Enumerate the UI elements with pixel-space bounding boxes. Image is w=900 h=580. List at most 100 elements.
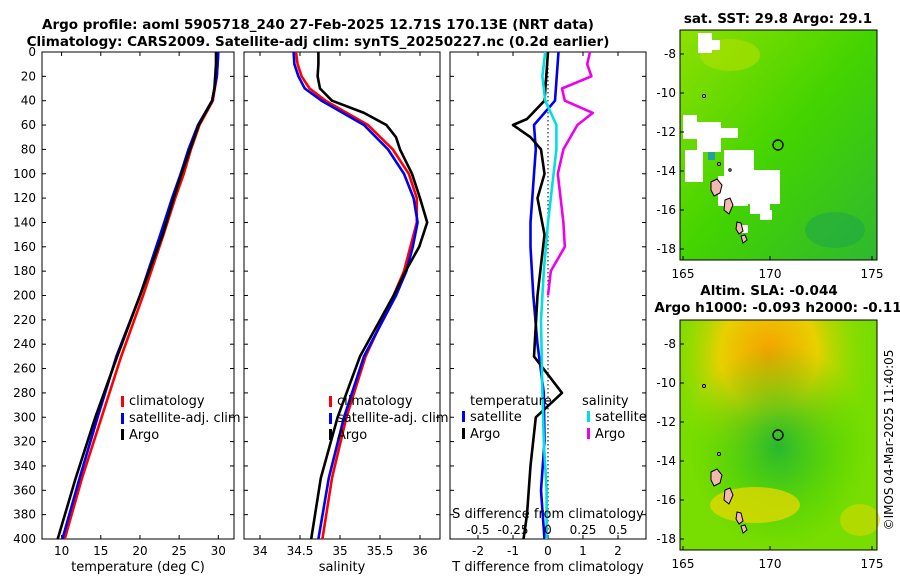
legend-temperature-header: temperature — [470, 394, 552, 409]
legend-swatch-s-satellite — [587, 411, 590, 422]
map-lat-label: -18 — [656, 242, 676, 256]
legend-salinity-header: salinity — [582, 394, 629, 409]
argo-location-marker-sla — [772, 429, 784, 441]
x-tick-label: 0 — [544, 544, 552, 558]
sst-map: 165 170 175 -8 -10 -12 -14 -16 -18 — [656, 29, 884, 281]
map-lat-label: -12 — [656, 125, 676, 139]
y-tick-label: 60 — [21, 118, 36, 132]
map-lon-label: 175 — [861, 267, 884, 281]
s-tick-label: 0.25 — [570, 523, 597, 537]
y-tick-label: 360 — [13, 483, 36, 497]
x-tick-label: 25 — [172, 544, 187, 558]
s-tick-label: 0 — [544, 523, 552, 537]
map-lon-label: 170 — [759, 267, 782, 281]
y-tick-label: 400 — [13, 532, 36, 546]
x-tick-label: 10 — [54, 544, 69, 558]
y-tick-label: 40 — [21, 94, 36, 108]
sst-map-frame — [679, 29, 878, 261]
sla-yellow-band — [710, 487, 800, 523]
legend-satellite-adj: satellite-adj. clim — [129, 411, 241, 426]
y-tick-label: 80 — [21, 142, 36, 156]
y-tick-label: 300 — [13, 410, 36, 424]
y-tick-label: 260 — [13, 362, 36, 376]
legend-swatch-climatology-sal — [329, 396, 332, 407]
x-tick-label: 36 — [412, 544, 427, 558]
y-tick-label: 160 — [13, 240, 36, 254]
sst-cyan-patch — [708, 152, 715, 160]
sst-islands — [702, 94, 748, 244]
sal-satellite-line — [292, 51, 419, 540]
temperature-xlabel: temperature (deg C) — [71, 560, 205, 575]
map-lat-label: -12 — [656, 415, 676, 429]
legend-t-satellite: satellite — [470, 410, 522, 425]
y-tick-label: 100 — [13, 167, 36, 181]
x-tick-label: 1 — [579, 544, 587, 558]
temp-argo-line — [56, 52, 218, 540]
y-tick-label: 140 — [13, 215, 36, 229]
legend-swatch-satellite-sal — [329, 413, 332, 424]
salinity-xlabel: salinity — [319, 560, 366, 575]
salinity-legend: climatology satellite-adj. clim Argo — [329, 394, 449, 443]
map-lon-label: 165 — [672, 557, 695, 571]
map-lat-label: -18 — [656, 532, 676, 546]
temperature-axes — [41, 51, 235, 540]
x-tick-label: 34.5 — [287, 544, 314, 558]
map-lat-label: -14 — [656, 454, 676, 468]
y-tick-label: 340 — [13, 459, 36, 473]
title-line-1: Argo profile: aoml 5905718_240 27-Feb-20… — [42, 17, 594, 33]
legend-swatch-t-argo — [462, 428, 465, 439]
sal-argo-line — [309, 52, 429, 540]
temperature-panel: 0 20 40 60 80 100 120 140 160 180 200 220 240 260 280 3… — [13, 45, 241, 575]
sla-map: 165 170 175 -8 -10 -12 -14 -16 -18 — [656, 319, 884, 571]
map-lat-label: -8 — [664, 337, 676, 351]
sst-map-title: sat. SST: 29.8 Argo: 29.1 — [684, 11, 872, 27]
legend-swatch-s-argo — [587, 428, 590, 439]
y-tick-label: 240 — [13, 337, 36, 351]
legend-argo: Argo — [129, 428, 159, 443]
x-tick-label: 35.5 — [367, 544, 394, 558]
legend-t-argo: Argo — [470, 427, 500, 442]
x-tick-label: 2 — [614, 544, 622, 558]
legend-s-argo: Argo — [595, 427, 625, 442]
s-diff-argo-line — [546, 51, 595, 296]
difference-legend: temperature satellite Argo salinity sate… — [462, 394, 647, 442]
legend-swatch-satellite — [121, 413, 124, 424]
sla-map-title-1: Altim. SLA: -0.044 — [700, 283, 837, 299]
credit-text: ©IMOS 04-Mar-2025 11:40:05 — [882, 350, 896, 531]
map-lon-label: 175 — [861, 557, 884, 571]
salinity-axes — [243, 51, 441, 540]
x-tick-label: 30 — [211, 544, 226, 558]
argo-location-marker — [772, 139, 784, 151]
legend-swatch-argo — [121, 429, 124, 440]
x-tick-label: -1 — [507, 544, 519, 558]
x-tick-label: -2 — [472, 544, 484, 558]
map-lat-label: -10 — [656, 86, 676, 100]
x-tick-label: 35 — [332, 544, 347, 558]
x-tick-label: 15 — [93, 544, 108, 558]
y-tick-label: 220 — [13, 313, 36, 327]
map-lat-label: -8 — [664, 47, 676, 61]
sal-climatology-line — [294, 51, 419, 540]
s-diff-xlabel: S difference from climatology — [452, 507, 644, 522]
legend-swatch-t-satellite — [462, 411, 465, 422]
sla-yellow-patch — [840, 504, 880, 536]
s-tick-label: -0.5 — [466, 523, 489, 537]
sla-islands — [702, 384, 748, 534]
legend-satellite-adj-sal: satellite-adj. clim — [337, 411, 449, 426]
title-line-2: Climatology: CARS2009. Satellite-adj cli… — [27, 34, 610, 50]
s-diff-satellite-line — [539, 51, 558, 539]
y-tick-label: 180 — [13, 264, 36, 278]
legend-climatology-sal: climatology — [337, 394, 413, 409]
y-tick-label: 20 — [21, 69, 36, 83]
salinity-panel: 34 34.5 35 35.5 36 salinity climatology sate… — [243, 51, 449, 575]
legend-swatch-climatology — [121, 396, 124, 407]
y-tick-label: 280 — [13, 386, 36, 400]
sst-cool-patch — [805, 212, 865, 248]
t-diff-argo-line — [511, 51, 564, 540]
y-tick-label: 120 — [13, 191, 36, 205]
temp-climatology-line — [63, 51, 220, 540]
s-tick-label: -0.25 — [497, 523, 528, 537]
map-lon-label: 165 — [672, 267, 695, 281]
temperature-legend: climatology satellite-adj. clim Argo — [121, 394, 241, 443]
